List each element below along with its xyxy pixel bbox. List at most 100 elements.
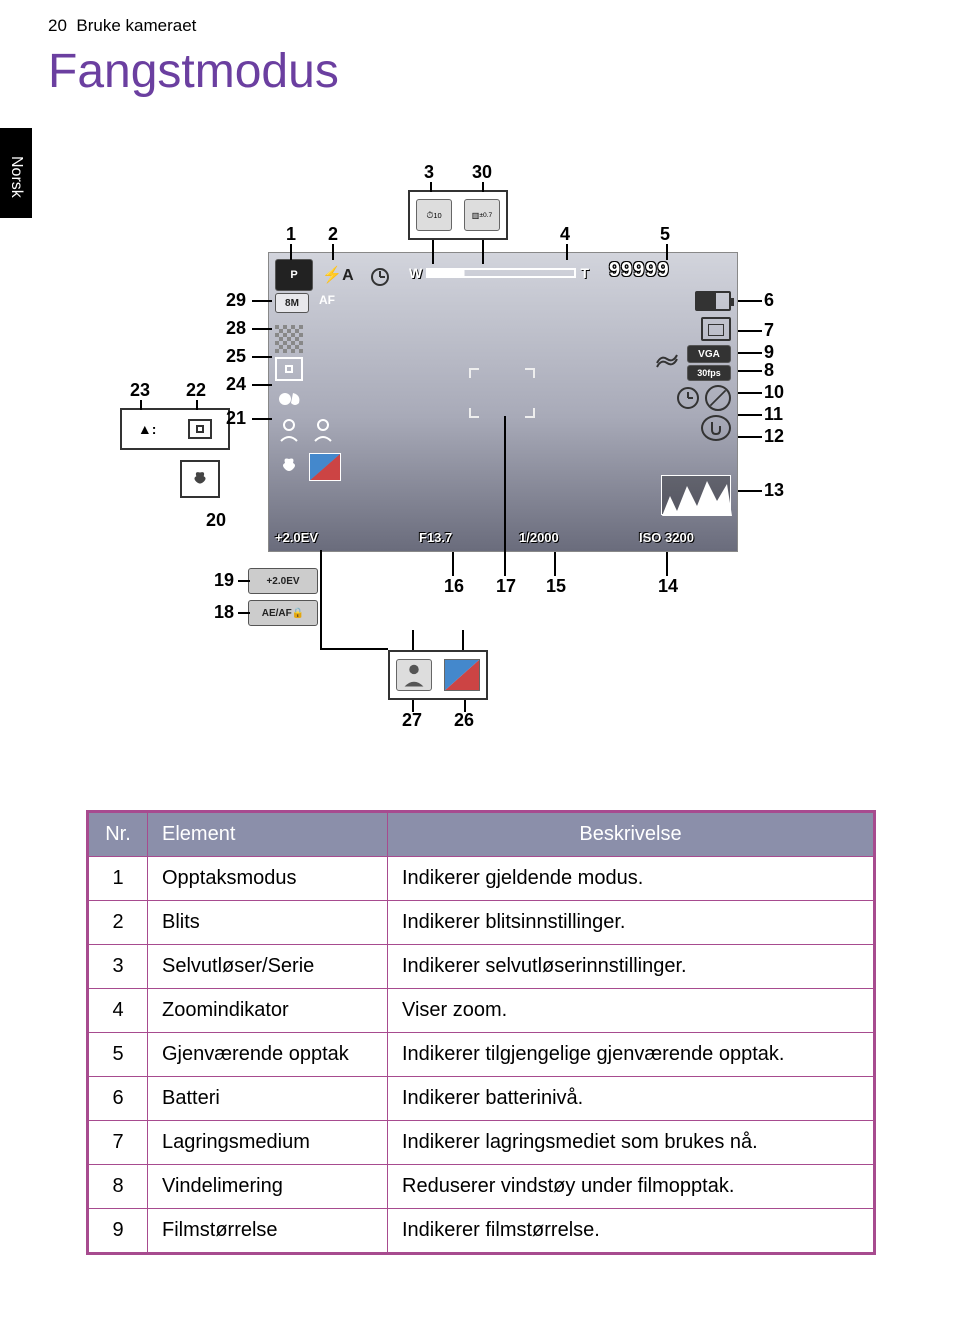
stabilizer-icon [701, 415, 731, 441]
focus-bracket [469, 408, 479, 418]
callout-4: 4 [560, 224, 570, 245]
wind-cut-icon [653, 345, 681, 373]
shots-remaining: 99999 [609, 259, 670, 282]
leader-line [738, 414, 762, 416]
callout-box-20 [180, 460, 220, 498]
callout-5: 5 [660, 224, 670, 245]
table-row: 4ZoomindikatorViser zoom. [88, 989, 875, 1033]
callout-23: 23 [130, 380, 150, 401]
callout-27: 27 [402, 710, 422, 731]
callout-13: 13 [764, 480, 784, 501]
leader-line [738, 436, 762, 438]
shutter-value: 1/2000 [519, 530, 559, 545]
callout-26: 26 [454, 710, 474, 731]
language-tab: Norsk [0, 128, 32, 218]
table-row: 2BlitsIndikerer blitsinnstillinger. [88, 901, 875, 945]
page-number: 20 [48, 16, 67, 35]
leader-line [738, 352, 762, 354]
leader-line [252, 418, 272, 420]
callout-6: 6 [764, 290, 774, 311]
table-row: 3Selvutløser/SerieIndikerer selvutløseri… [88, 945, 875, 989]
zoom-w: W [409, 265, 422, 281]
callout-16: 16 [444, 576, 464, 597]
spec-table: Nr. Element Beskrivelse 1OpptaksmodusInd… [86, 810, 876, 1255]
spec-table-body: 1OpptaksmodusIndikerer gjeldende modus. … [88, 857, 875, 1254]
table-row: 8VindelimeringReduserer vindstøy under f… [88, 1165, 875, 1209]
callout-box-left: ▲: [120, 408, 230, 450]
focus-bracket [525, 368, 535, 378]
leader-line [462, 630, 464, 650]
iso-value: ISO 3200 [639, 530, 694, 545]
focus-bracket [525, 408, 535, 418]
leader-line [290, 244, 292, 260]
face-tracking-icon [275, 417, 303, 443]
callout-box-top: ⏱10 ▥±0.7 [408, 190, 508, 240]
af-area-icon: ▲: [138, 421, 157, 437]
af-lamp-icon: AF [319, 293, 335, 307]
quality-icon [275, 325, 303, 353]
leader-line [482, 240, 484, 264]
selftimer-icon [361, 259, 399, 291]
callout-14: 14 [658, 576, 678, 597]
leader-line [430, 182, 432, 192]
leader-line [320, 550, 322, 650]
col-nr: Nr. [88, 812, 148, 857]
col-desc: Beskrivelse [388, 812, 875, 857]
callout-24: 24 [226, 374, 246, 395]
saturation-icon [309, 453, 341, 481]
battery-icon [695, 291, 731, 311]
leader-line [666, 244, 668, 260]
leader-line [738, 490, 762, 492]
callout-18: 18 [214, 602, 234, 623]
leader-line [452, 552, 454, 576]
leader-line [252, 356, 272, 358]
leader-line [252, 384, 272, 386]
focus-bracket [469, 368, 479, 378]
metering-icon [275, 357, 303, 381]
leader-line [554, 552, 556, 576]
leader-line [238, 580, 250, 582]
callout-8: 8 [764, 360, 774, 381]
clock-icon [675, 385, 701, 411]
aperture-value: F13.7 [419, 530, 452, 545]
callout-28: 28 [226, 318, 246, 339]
flash-icon: ⚡A [319, 259, 357, 291]
leader-line [504, 416, 506, 576]
video-size-icon: VGA [687, 345, 731, 363]
selftimer-10-icon: ⏱10 [416, 199, 452, 231]
leader-line [738, 330, 762, 332]
leader-line [666, 552, 668, 576]
callout-box-19: +2.0EV [248, 568, 318, 594]
callout-20: 20 [206, 510, 226, 531]
fps-icon: 30fps [687, 365, 731, 381]
table-row: 9FilmstørrelseIndikerer filmstørrelse. [88, 1209, 875, 1254]
zoom-bar [426, 268, 576, 278]
section-name: Bruke kameraet [76, 16, 196, 35]
callout-11: 11 [764, 404, 783, 425]
callout-17: 17 [496, 576, 516, 597]
callout-22: 22 [186, 380, 206, 401]
leader-line [238, 612, 250, 614]
leader-line [412, 630, 414, 650]
callout-10: 10 [764, 382, 784, 403]
callout-21: 21 [226, 408, 246, 429]
leader-line [320, 648, 388, 650]
table-row: 6BatteriIndikerer batterinivå. [88, 1077, 875, 1121]
zoom-t: T [580, 265, 589, 281]
macro-icon [275, 453, 303, 479]
color-icon [444, 659, 480, 691]
leader-line [464, 700, 466, 712]
datestamp-off-icon [705, 385, 731, 411]
leader-line [196, 400, 198, 410]
ev-value: +2.0EV [275, 530, 318, 545]
leader-line [252, 328, 272, 330]
callout-19: 19 [214, 570, 234, 591]
wb-icon [275, 387, 303, 411]
table-row: 1OpptaksmodusIndikerer gjeldende modus. [88, 857, 875, 901]
leader-line [412, 700, 414, 712]
camera-screen-diagram: P ⚡A W T 99999 VGA 30fps [120, 150, 840, 790]
callout-2: 2 [328, 224, 338, 245]
callout-29: 29 [226, 290, 246, 311]
leader-line [332, 244, 334, 260]
table-row: 5Gjenværende opptakIndikerer tilgjengeli… [88, 1033, 875, 1077]
